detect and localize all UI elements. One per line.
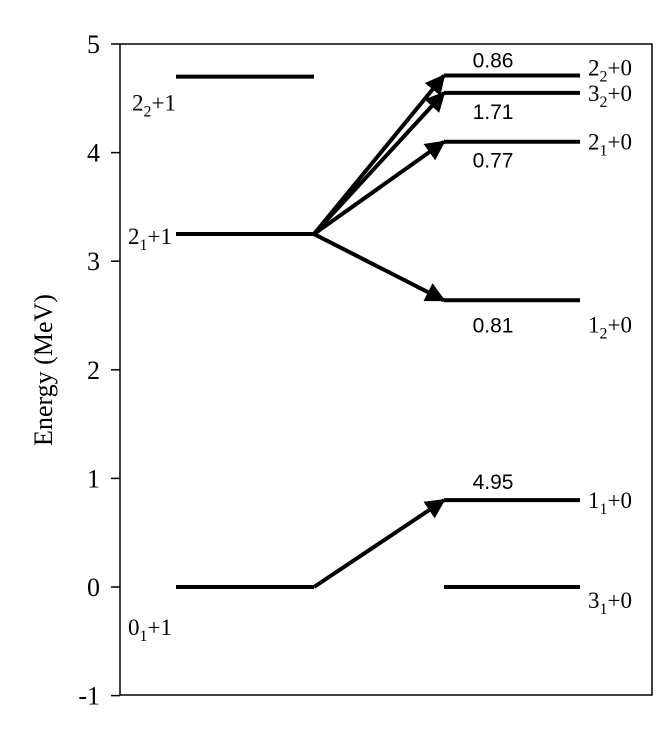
level-label-j: 2 — [128, 224, 140, 249]
level-label: 11+0 — [588, 488, 632, 518]
transition-arrow — [312, 498, 446, 589]
level-label-rest: +0 — [608, 81, 632, 106]
level-label: 21+1 — [128, 224, 172, 254]
y-tick-label: 0 — [87, 573, 100, 602]
energy-levels — [176, 73, 580, 589]
level-label-index: 2 — [600, 94, 608, 111]
level-label-j: 2 — [588, 55, 600, 80]
transition-value: 0.77 — [473, 150, 514, 173]
level-label: 31+0 — [588, 588, 632, 618]
transition-arrow — [313, 232, 446, 303]
y-tick-label: -1 — [78, 682, 100, 711]
level-label-index: 2 — [144, 104, 152, 121]
transitions: 0.86 1.71 0.77 0.81 4.95 — [312, 49, 514, 589]
level-label: 01+1 — [128, 615, 172, 645]
transition-arrow — [312, 91, 446, 236]
y-tick-label: 1 — [87, 464, 100, 493]
y-tick-label: 2 — [87, 356, 100, 385]
level-label-rest: +1 — [152, 91, 176, 116]
level-label-j: 2 — [132, 91, 144, 116]
level-label: 22+1 — [132, 91, 176, 121]
level-label-rest: +0 — [608, 312, 632, 337]
level-label-rest: +1 — [148, 615, 172, 640]
level-label-index: 1 — [600, 501, 608, 518]
transition-value: 0.86 — [473, 49, 514, 72]
level-label-j: 1 — [588, 312, 600, 337]
level-label-rest: +0 — [608, 130, 632, 155]
y-tick-label: 5 — [87, 30, 100, 59]
transition-value: 4.95 — [473, 471, 514, 494]
level-label-j: 3 — [588, 81, 600, 106]
level-label-index: 1 — [600, 143, 608, 160]
level-label-index: 1 — [600, 601, 608, 618]
level-label-index: 2 — [600, 325, 608, 342]
level-label-index: 1 — [140, 237, 148, 254]
transition-arrow — [312, 140, 446, 236]
level-label-j: 2 — [588, 130, 600, 155]
y-axis-ticks: 5 4 3 2 1 0 -1 — [78, 30, 120, 711]
level-label-index: 1 — [140, 628, 148, 645]
level-label-rest: +0 — [608, 588, 632, 613]
y-tick-label: 4 — [87, 139, 100, 168]
level-label-rest: +0 — [608, 55, 632, 80]
y-tick-label: 3 — [87, 247, 100, 276]
level-label: 12+0 — [588, 312, 632, 342]
level-label: 21+0 — [588, 130, 632, 160]
level-label-j: 3 — [588, 588, 600, 613]
level-label-j: 0 — [128, 615, 140, 640]
level-labels: 22+121+101+122+032+021+012+011+031+0 — [128, 55, 632, 645]
y-axis-label: Energy (MeV) — [29, 294, 58, 446]
level-label-j: 1 — [588, 488, 600, 513]
level-label: 32+0 — [588, 81, 632, 111]
level-label: 22+0 — [588, 55, 632, 85]
level-label-rest: +0 — [608, 488, 632, 513]
level-label-rest: +1 — [148, 224, 172, 249]
transition-value: 1.71 — [473, 101, 514, 124]
level-label-index: 2 — [600, 68, 608, 85]
transition-value: 0.81 — [473, 314, 514, 337]
